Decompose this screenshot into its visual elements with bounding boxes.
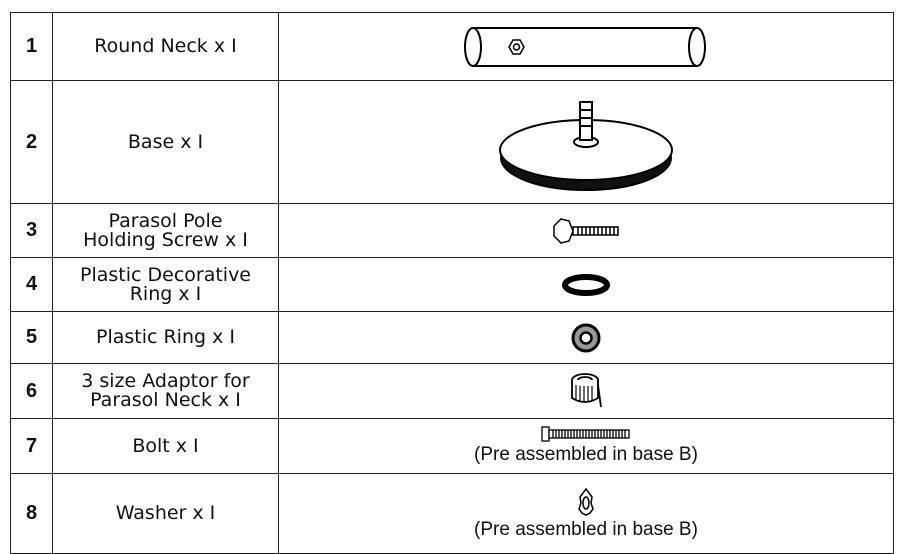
number: 8 bbox=[10, 473, 53, 554]
number: 3 bbox=[10, 203, 53, 258]
name-line: Bolt x I bbox=[132, 434, 199, 457]
name: Parasol Pole Holding Screw x I bbox=[52, 203, 279, 258]
washer-icon bbox=[578, 487, 594, 516]
name-line: Holding Screw x I bbox=[83, 228, 248, 251]
row: 7 Bolt x I (Pre assembled in base B) bbox=[10, 418, 894, 474]
image-cell: (Pre assembled in base B) bbox=[278, 418, 894, 474]
decorative-ring-icon bbox=[562, 273, 610, 296]
name-line: Ring x I bbox=[129, 282, 202, 305]
adaptor-icon bbox=[571, 373, 602, 408]
name-line: Plastic Decorative bbox=[80, 263, 251, 286]
number: 4 bbox=[10, 257, 53, 312]
number: 1 bbox=[10, 12, 53, 81]
number: 7 bbox=[10, 418, 53, 474]
name: Washer x I bbox=[52, 473, 279, 554]
screw-icon bbox=[553, 217, 619, 244]
row: 1 Round Neck x I bbox=[10, 12, 894, 81]
name: Base x I bbox=[52, 80, 279, 204]
row: 6 3 size Adaptor for Parasol Neck x I bbox=[10, 363, 894, 419]
number: 6 bbox=[10, 363, 53, 419]
image-cell: (Pre assembled in base B) bbox=[278, 473, 894, 554]
row: 3 Parasol Pole Holding Screw x I bbox=[10, 203, 894, 258]
image-cell bbox=[278, 80, 894, 204]
name-line: Parasol Pole bbox=[108, 209, 223, 232]
parts-table: 1 Round Neck x I 2 Base x I 3 Parasol Po… bbox=[10, 12, 894, 554]
image-cell bbox=[278, 257, 894, 312]
name: Bolt x I bbox=[52, 418, 279, 474]
name-line: Base x I bbox=[127, 130, 204, 153]
image-cell bbox=[278, 363, 894, 419]
base-icon bbox=[499, 101, 673, 191]
note: (Pre assembled in base B) bbox=[474, 518, 698, 540]
name-line: 3 size Adaptor for bbox=[81, 370, 250, 392]
plastic-ring-icon bbox=[571, 323, 601, 352]
row: 5 Plastic Ring x I bbox=[10, 311, 894, 364]
row: 2 Base x I bbox=[10, 80, 894, 204]
row: 4 Plastic Decorative Ring x I bbox=[10, 257, 894, 312]
name-line: Washer x I bbox=[115, 502, 216, 524]
image-cell bbox=[278, 311, 894, 364]
name-line: Round Neck x I bbox=[94, 35, 237, 57]
bolt-icon bbox=[541, 426, 630, 442]
number: 2 bbox=[10, 80, 53, 204]
image-cell bbox=[278, 203, 894, 258]
row: 8 Washer x I (Pre assembled in base B) bbox=[10, 473, 894, 554]
name: 3 size Adaptor for Parasol Neck x I bbox=[52, 363, 279, 419]
number: 5 bbox=[10, 311, 53, 364]
name: Plastic Decorative Ring x I bbox=[52, 257, 279, 312]
name: Plastic Ring x I bbox=[52, 311, 279, 364]
image-cell bbox=[278, 12, 894, 81]
name-line: Plastic Ring x I bbox=[95, 326, 235, 348]
round-neck-icon bbox=[464, 26, 706, 67]
name: Round Neck x I bbox=[52, 12, 279, 81]
note: (Pre assembled in base B) bbox=[474, 444, 698, 465]
name-line: Parasol Neck x I bbox=[90, 389, 241, 411]
